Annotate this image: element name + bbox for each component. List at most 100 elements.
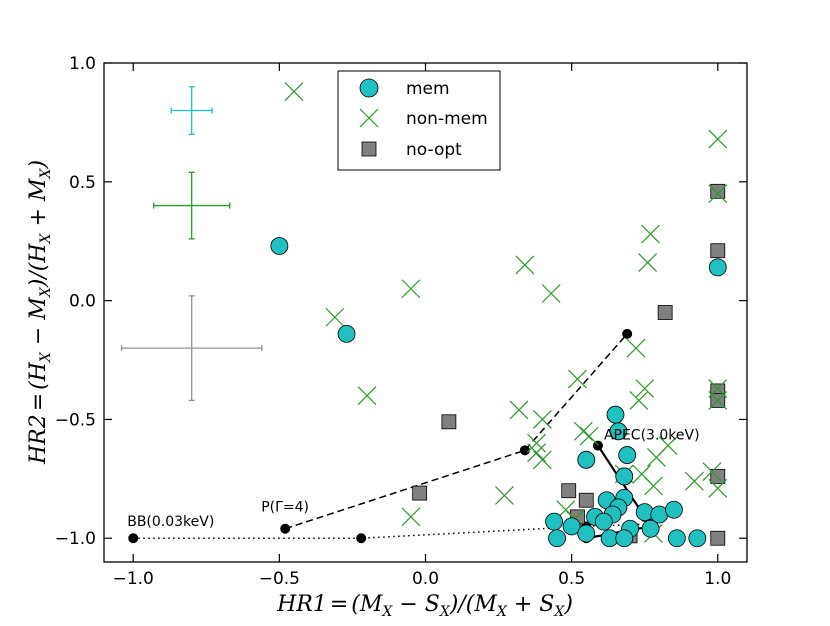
non-mem-point [573,421,593,441]
non-mem-stroke [401,507,421,527]
track-label-apec: APEC(3.0keV) [604,428,700,444]
non-mem-stroke [284,82,304,101]
mem-point [545,512,563,531]
mem-point [606,405,625,424]
non-mem-point [527,443,546,463]
non-mem-point [494,486,514,505]
track-label-powerlaw: P(Γ=4) [261,500,309,516]
mem-point [577,524,596,543]
non-mem-point [641,224,660,244]
non-mem-stroke [527,443,546,463]
non-mem-stroke [708,478,728,498]
non-mem-point [684,471,704,491]
non-mem-point [626,338,646,358]
y-tick-label: 1.0 [69,54,96,74]
non-mem-point [638,253,658,273]
mem-point [667,529,686,548]
mem-point [562,517,581,536]
non-mem-point [708,390,728,410]
x-tick-label: 0.5 [558,569,585,589]
legend-mem-label: mem [406,79,450,99]
non-mem-point [515,255,535,275]
mem-point [594,512,613,531]
non-mem-stroke [579,426,599,446]
legend-mem-marker [359,78,379,98]
track-node-BB [128,533,139,544]
non-mem-point [527,433,546,453]
mem-point [665,500,683,519]
non-mem-stroke [708,184,728,204]
non-mem-stroke [325,307,345,327]
no-opt-typical-error [120,295,263,402]
track-node-powerlaw [622,328,633,339]
non-mem-stroke [568,369,587,389]
no-opt-point [412,485,428,501]
x-tick-label: −1.0 [113,569,154,589]
mem-point [635,503,654,521]
non-mem-point [644,476,663,496]
mem-point [615,529,634,548]
x-tick-label: 0.0 [412,569,439,589]
mem-point [688,529,707,548]
non-mem-point [401,507,421,527]
non-mem-point [325,307,345,327]
track-line-BB [133,523,651,539]
non-mem-point [532,410,552,429]
non-mem-point [646,448,666,467]
non-mem-point [532,450,552,470]
non-mem-stroke [646,448,666,467]
track-node-powerlaw [280,523,291,534]
non-mem-stroke [626,338,646,358]
mem-point [337,324,356,343]
non-mem-point [509,400,529,420]
non-mem-stroke [532,410,552,429]
track-line-powerlaw [284,333,628,530]
y-tick-label: −1.0 [55,529,96,549]
non-mem-typical-error [153,171,231,240]
non-mem-stroke [527,433,546,453]
y-tick-label: −0.5 [55,410,96,430]
mem-point [609,422,628,441]
legend-non-mem-label: non-mem [406,109,488,129]
non-mem-stroke [509,400,529,420]
non-mem-stroke [708,129,728,149]
x-tick-label: 1.0 [704,569,731,589]
non-mem-stroke [401,279,421,299]
legend-non-mem-marker [359,108,379,128]
non-mem-point [635,379,655,398]
non-mem-stroke [708,390,728,410]
non-mem-stroke [573,421,593,441]
non-mem-stroke [635,379,655,398]
x-axis-title: HR1 = (MX − SX)/(MX + SX) [276,592,573,620]
mem-point [270,237,289,255]
no-opt-point [578,492,594,508]
no-opt-point [657,305,673,320]
non-mem-point [284,82,304,101]
mem-point [577,450,596,469]
x-tick-label: −0.5 [259,569,300,589]
mem-point [708,258,727,277]
mem-point [618,446,637,464]
non-mem-point [357,386,377,406]
no-opt-point [441,414,457,430]
track-node-BB [356,533,367,544]
non-mem-stroke [641,224,660,244]
non-mem-point [708,129,728,149]
no-opt-point [710,530,726,546]
track-label-bb: BB(0.03keV) [127,514,214,530]
non-mem-stroke [494,486,514,505]
non-mem-point [568,369,587,389]
y-axis: −1.0 −0.5 0.0 0.5 1.0 [55,54,747,549]
track-node-powerlaw [519,445,530,456]
plot-layer-points [270,82,728,548]
legend-no-opt-label: no-opt [406,140,462,160]
legend-no-opt-marker [361,141,377,157]
track-powerlaw [280,328,633,534]
non-mem-stroke [515,255,535,275]
no-opt-point [710,183,726,199]
y-tick-label: 0.5 [69,173,96,193]
legend: mem non-mem no-opt [337,70,501,171]
non-mem-stroke [532,450,552,470]
mem-point [615,467,634,486]
non-mem-point [579,426,599,446]
